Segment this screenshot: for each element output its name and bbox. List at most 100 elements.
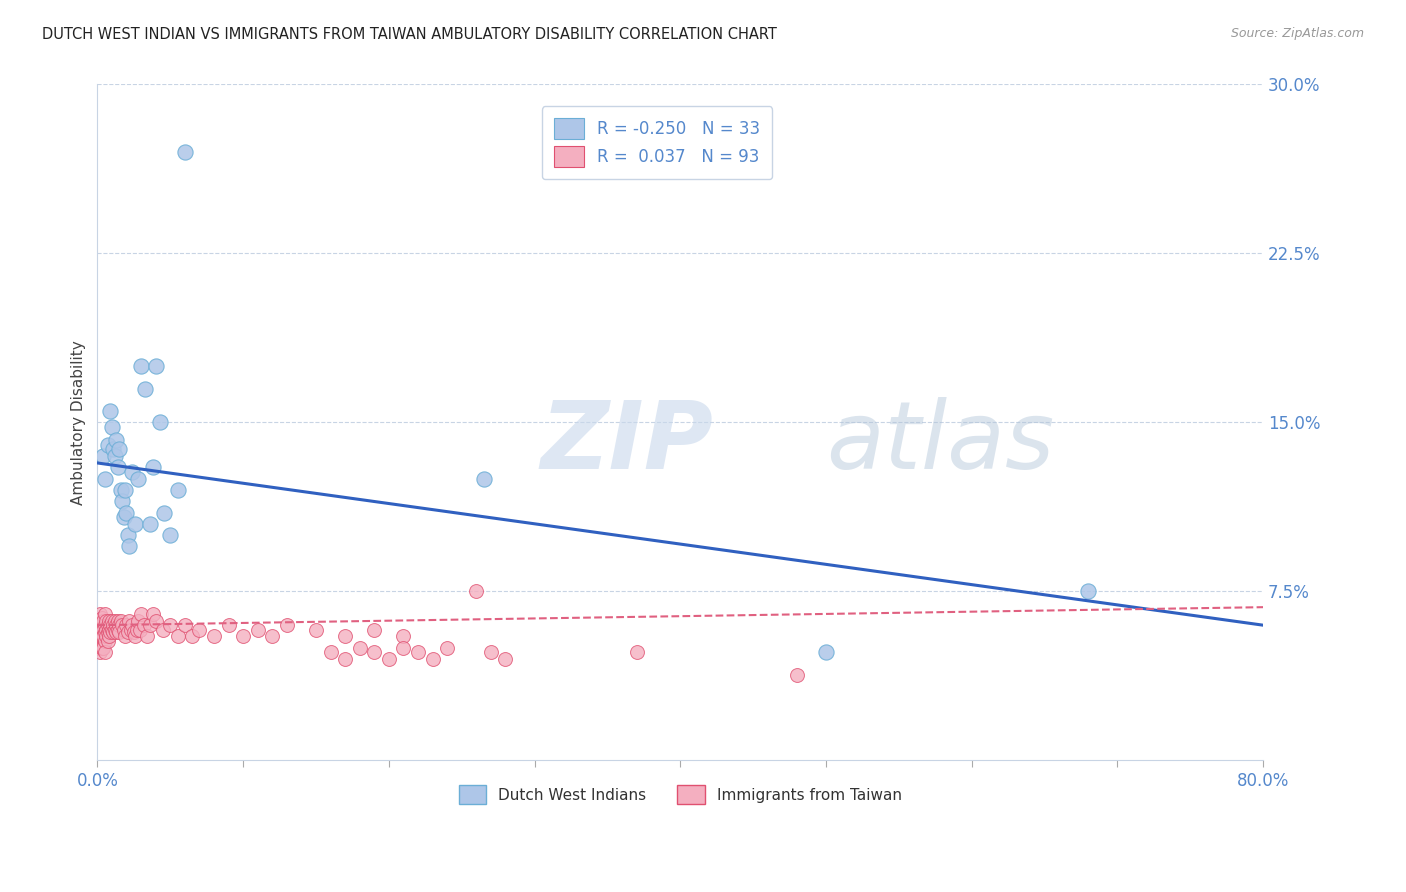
Point (91, 630, 114, 644)
Point (626, 645, 648, 659)
Point (1077, 584, 1099, 599)
Point (333, 630, 356, 644)
Point (94, 630, 117, 644)
Point (319, 645, 342, 659)
Point (107, 614, 129, 628)
Point (111, 618, 134, 632)
Point (110, 614, 132, 628)
Point (89, 607, 111, 621)
Text: DUTCH WEST INDIAN VS IMMIGRANTS FROM TAIWAN AMBULATORY DISABILITY CORRELATION CH: DUTCH WEST INDIAN VS IMMIGRANTS FROM TAI… (42, 27, 778, 42)
Point (105, 624, 128, 639)
Text: Source: ZipAtlas.com: Source: ZipAtlas.com (1230, 27, 1364, 40)
Point (91, 614, 114, 628)
Point (93, 624, 115, 639)
Point (305, 623, 328, 637)
Point (129, 607, 152, 621)
Point (90, 640, 112, 655)
Point (93, 607, 115, 621)
Point (129, 359, 152, 373)
Point (89, 623, 111, 637)
Point (436, 640, 458, 655)
Point (188, 623, 211, 637)
Point (218, 618, 240, 632)
Point (107, 460, 129, 475)
Point (93, 618, 115, 632)
Point (173, 145, 195, 159)
Point (125, 623, 148, 637)
Point (96, 438, 118, 452)
Point (142, 460, 165, 475)
Point (132, 618, 155, 632)
Point (181, 630, 204, 644)
Y-axis label: Ambulatory Disability: Ambulatory Disability (72, 340, 86, 505)
Point (121, 465, 143, 479)
Point (93, 472, 115, 486)
Point (90, 623, 112, 637)
Point (93, 634, 115, 648)
Point (121, 618, 143, 632)
Point (472, 472, 495, 486)
Point (114, 630, 136, 644)
Point (173, 618, 195, 632)
Point (494, 652, 516, 666)
Point (118, 614, 141, 628)
Point (145, 359, 167, 373)
Point (94, 623, 117, 637)
Point (108, 624, 131, 639)
Point (91, 640, 114, 655)
Point (128, 623, 150, 637)
Point (87, 618, 110, 632)
Point (135, 630, 157, 644)
Point (127, 614, 149, 628)
Point (103, 618, 125, 632)
Point (101, 614, 124, 628)
Point (202, 630, 225, 644)
Point (333, 652, 356, 666)
Point (422, 652, 444, 666)
Point (98, 630, 121, 644)
Point (93, 645, 115, 659)
Point (465, 584, 488, 599)
Point (107, 623, 129, 637)
Point (91, 623, 114, 637)
Point (87, 640, 110, 655)
Point (166, 630, 188, 644)
Point (101, 623, 124, 637)
Text: atlas: atlas (825, 397, 1054, 488)
Point (96, 634, 118, 648)
Point (91, 449, 114, 463)
Point (479, 645, 502, 659)
Point (349, 640, 371, 655)
Point (276, 618, 298, 632)
Point (101, 420, 124, 434)
Point (96, 624, 118, 639)
Legend: Dutch West Indians, Immigrants from Taiwan: Dutch West Indians, Immigrants from Taiw… (450, 776, 911, 814)
Point (139, 618, 162, 632)
Point (105, 434, 128, 448)
Point (89, 645, 111, 659)
Point (115, 618, 138, 632)
Point (90, 630, 112, 644)
Point (232, 630, 254, 644)
Text: ZIP: ZIP (540, 397, 713, 489)
Point (814, 645, 837, 659)
Point (363, 645, 385, 659)
Point (90, 611, 112, 625)
Point (98, 614, 121, 628)
Point (115, 506, 138, 520)
Point (363, 623, 385, 637)
Point (110, 483, 132, 497)
Point (142, 607, 165, 621)
Point (108, 442, 131, 457)
Point (145, 614, 167, 628)
Point (104, 623, 127, 637)
Point (122, 624, 145, 639)
Point (392, 640, 415, 655)
Point (127, 472, 149, 486)
Point (94, 614, 117, 628)
Point (149, 416, 172, 430)
Point (166, 483, 188, 497)
Point (124, 630, 146, 644)
Point (100, 404, 122, 418)
Point (152, 623, 174, 637)
